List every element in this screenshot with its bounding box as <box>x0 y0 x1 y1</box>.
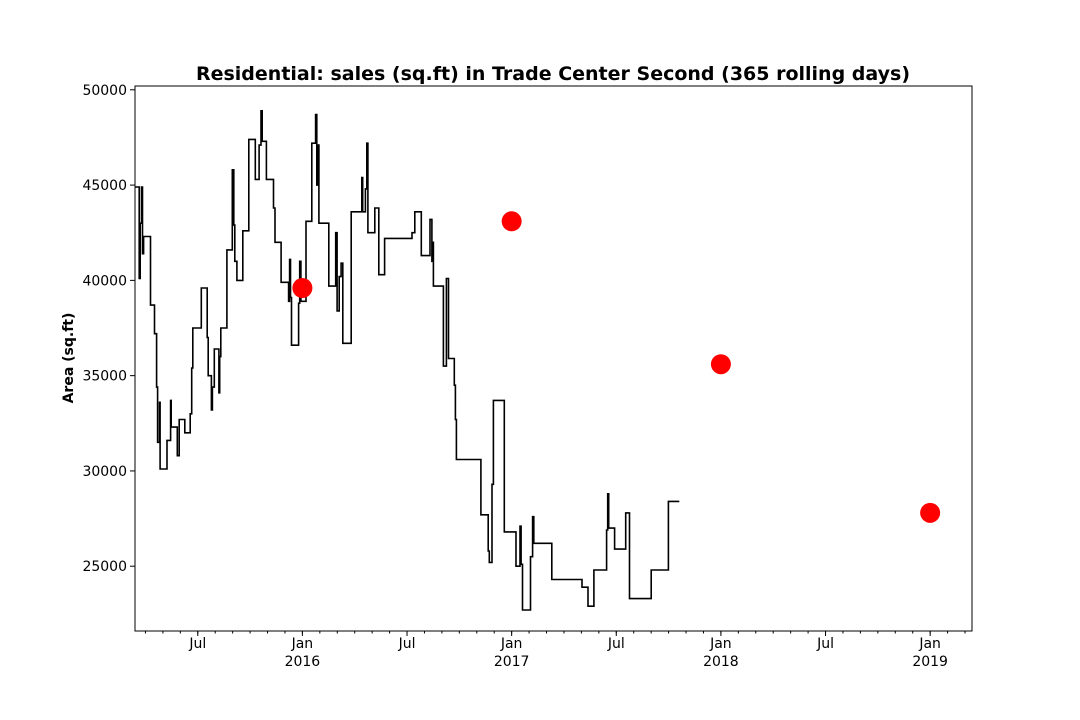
x-tick-label: Jan <box>709 636 732 652</box>
x-tick-label: Jan <box>918 636 941 652</box>
y-tick-label: 35000 <box>82 369 127 385</box>
highlight-point <box>292 277 313 298</box>
x-axis: Jul Jan 2016 Jul Jan 2017 Jul Jan 2018 Jul Jan 2019 <box>144 631 966 670</box>
highlight-markers <box>292 211 941 523</box>
y-tick-label: 50000 <box>82 83 127 99</box>
y-axis-label: Area (sq.ft) <box>61 313 77 404</box>
x-tick-label: Jan <box>500 636 523 652</box>
y-axis: 25000 30000 35000 40000 45000 50000 <box>82 83 135 575</box>
x-tick-year-label: 2019 <box>912 654 948 670</box>
y-tick-label: 25000 <box>82 559 127 575</box>
y-tick-label: 40000 <box>82 273 127 289</box>
x-tick-year-label: 2018 <box>703 654 739 670</box>
x-tick-label: Jul <box>398 636 416 652</box>
y-tick-label: 45000 <box>82 178 127 194</box>
x-tick-label: Jan <box>291 636 314 652</box>
x-tick-label: Jul <box>607 636 625 652</box>
x-tick-year-label: 2017 <box>494 654 530 670</box>
chart-title: Residential: sales (sq.ft) in Trade Cent… <box>196 63 910 85</box>
y-tick-label: 30000 <box>82 464 127 480</box>
series-line <box>135 110 680 611</box>
highlight-point <box>710 354 731 375</box>
plot-frame <box>134 85 973 632</box>
x-tick-label: Jul <box>816 636 834 652</box>
highlight-point <box>920 502 941 523</box>
x-tick-label: Jul <box>188 636 206 652</box>
x-tick-year-label: 2016 <box>285 654 321 670</box>
highlight-point <box>501 211 522 232</box>
